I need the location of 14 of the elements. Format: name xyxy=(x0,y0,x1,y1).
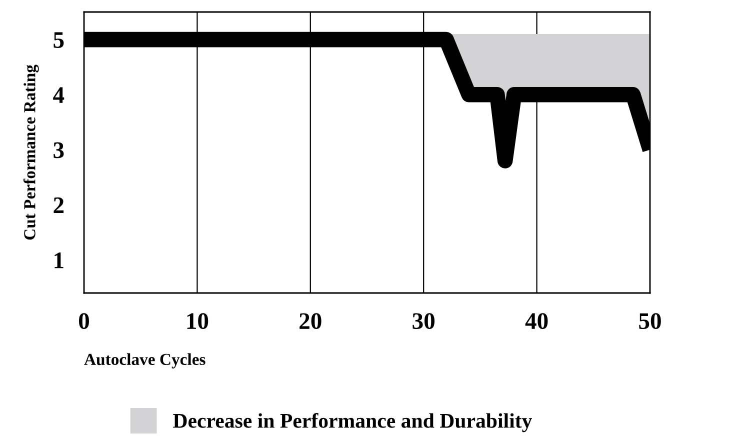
x-tick-label: 10 xyxy=(187,313,208,330)
legend-label: Decrease in Performance and Durability xyxy=(173,412,532,432)
x-tick-label: 40 xyxy=(525,313,548,330)
y-tick-label: 4 xyxy=(53,87,64,103)
y-tick-label: 5 xyxy=(54,32,64,48)
y-axis-title: Cut Performance Rating xyxy=(23,64,39,240)
x-tick-label: 0 xyxy=(78,313,90,330)
x-tick-label: 30 xyxy=(412,313,435,330)
x-tick-label: 20 xyxy=(300,313,322,330)
y-tick-label: 3 xyxy=(54,142,64,158)
x-axis-title: Autoclave Cycles xyxy=(84,353,206,368)
y-tick-label: 2 xyxy=(54,197,64,214)
x-tick-label: 50 xyxy=(639,313,661,330)
y-tick-label: 1 xyxy=(54,252,64,268)
